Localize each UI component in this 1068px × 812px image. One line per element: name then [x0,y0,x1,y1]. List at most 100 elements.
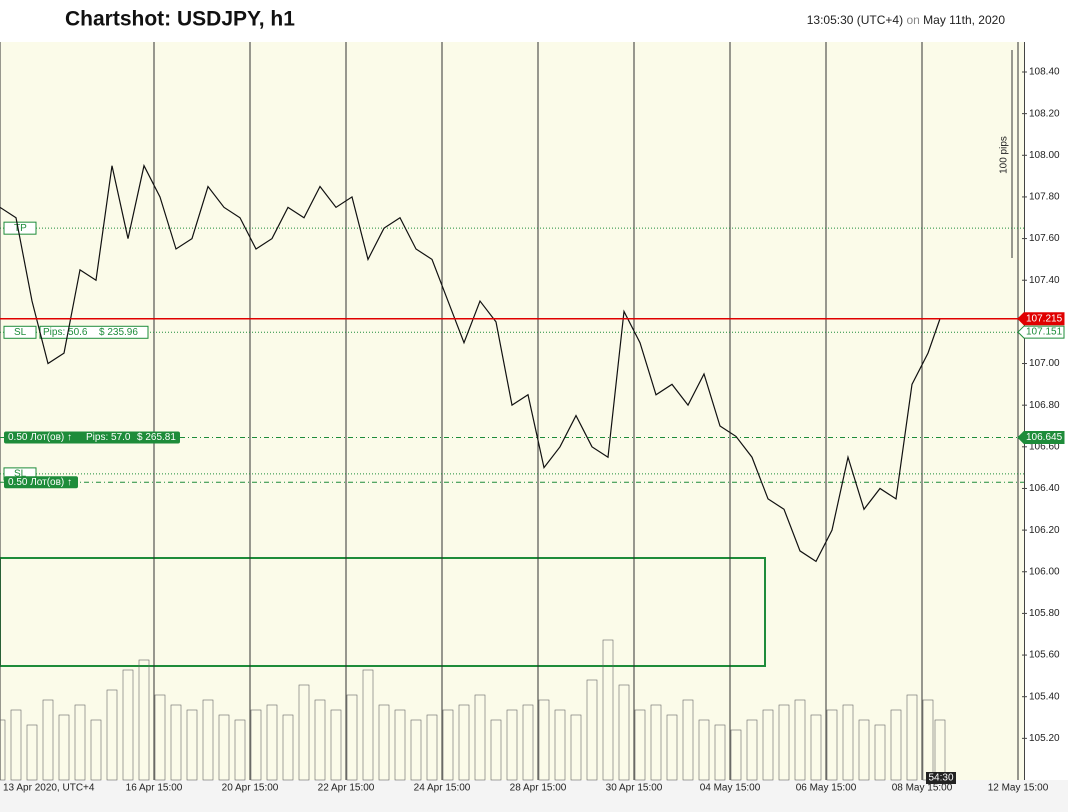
volume-bar [362,669,374,781]
volume-bar [154,694,166,781]
y-tick-label: 108.20 [1029,108,1060,119]
order-box [4,431,180,444]
price-axis [1025,42,1068,780]
time: 13:05:30 (UTC+4) [807,13,903,27]
x-tick-label: 24 Apr 15:00 [414,783,471,794]
volume-bar [474,694,486,781]
volume-bar [570,714,582,781]
volume-bar [506,709,518,781]
volume-bar [794,699,806,781]
volume-bar [682,699,694,781]
x-tick-label: 20 Apr 15:00 [222,783,279,794]
volume-bar [778,704,790,781]
volume-bar [602,639,614,781]
order-lot: 0.50 Лот(ов) ↑ [8,432,72,443]
plot-area [0,42,1025,780]
volume-bar [714,724,726,781]
volume-bar [298,684,310,781]
header [0,0,1068,42]
timer-box [926,772,956,784]
level-usd: $ 235.96 [99,327,138,338]
on: on [906,13,919,27]
volume-bar [426,714,438,781]
x-tick-label: 06 May 15:00 [796,783,857,794]
volume-bar [266,704,278,781]
volume-bar [890,709,902,781]
volume-bar [746,719,758,781]
volume-bar [538,699,550,781]
volume-bar [442,709,454,781]
volume-bar [346,694,358,781]
x-tick-label: 12 May 15:00 [988,783,1049,794]
volume-bar [858,719,870,781]
timer: 54:30 [928,773,953,784]
x-tick-label: 08 May 15:00 [892,783,953,794]
price-line [0,163,941,563]
y-tick-label: 106.60 [1029,441,1060,452]
y-tick-label: 108.00 [1029,150,1060,161]
volume-bar [74,704,86,781]
volume-bar [106,689,118,781]
y-tick-label: 107.80 [1029,192,1060,203]
order-box [4,476,78,489]
volume-bar [90,719,102,781]
x-tick-label: 04 May 15:00 [700,783,761,794]
order-usd: $ 265.81 [137,432,176,443]
level-label: SL [14,327,27,338]
y-tick-label: 105.40 [1029,691,1060,702]
volume-bar [250,709,262,781]
timestamp: 13:05:30 (UTC+4) on May 11th, 2020 [807,13,1006,27]
y-tick-label: 107.40 [1029,275,1060,286]
volume-bar [314,699,326,781]
y-tick-label: 105.20 [1029,733,1060,744]
volume-bar [522,704,534,781]
volume-bar [282,714,294,781]
price-tag-label: 107.215 [1026,313,1063,324]
volume-bar [458,704,470,781]
volume-bar [762,709,774,781]
volume-bar [698,719,710,781]
volume-bar [122,669,134,781]
volume-bar [378,704,390,781]
volume-bar [0,719,6,781]
volume-bar [810,714,822,781]
level-pips: Pips: 50.6 [43,327,88,338]
volume-bar [874,724,886,781]
y-tick-label: 106.00 [1029,566,1060,577]
volume-bar [650,704,662,781]
x-tick-label: 13 Apr 2020, UTC+4 [3,783,95,794]
x-tick-label: 16 Apr 15:00 [126,783,183,794]
volume-bar [42,699,54,781]
volume-bar [330,709,342,781]
volume-bar [410,719,422,781]
volume-bar [618,684,630,781]
volume-bar [842,704,854,781]
y-tick-label: 107.00 [1029,358,1060,369]
price-tag [1017,325,1065,339]
price-tag [1017,430,1065,444]
volume-bar [58,714,70,781]
volume-bar [586,679,598,781]
volume-bar [906,694,918,781]
y-tick-label: 105.80 [1029,608,1060,619]
y-tick-label: 106.80 [1029,400,1060,411]
volume-bar [730,729,742,781]
volume-bar [826,709,838,781]
x-tick-label: 22 Apr 15:00 [318,783,375,794]
y-tick-label: 105.60 [1029,650,1060,661]
price-tag-label: 106.645 [1026,432,1063,443]
time-axis [0,780,1068,812]
level-label: SL [14,469,27,480]
volume-bar [634,709,646,781]
x-tick-label: 28 Apr 15:00 [510,783,567,794]
y-tick-label: 106.20 [1029,525,1060,536]
level-label: TP [14,223,27,234]
volume-bar [186,709,198,781]
volume-bar [202,699,214,781]
order-pips: Pips: 57.0 [86,432,131,443]
price-tag-label: 107.151 [1026,327,1063,338]
pips-label: 100 pips [999,136,1010,174]
volume-bar [490,719,502,781]
level-box [3,221,37,235]
